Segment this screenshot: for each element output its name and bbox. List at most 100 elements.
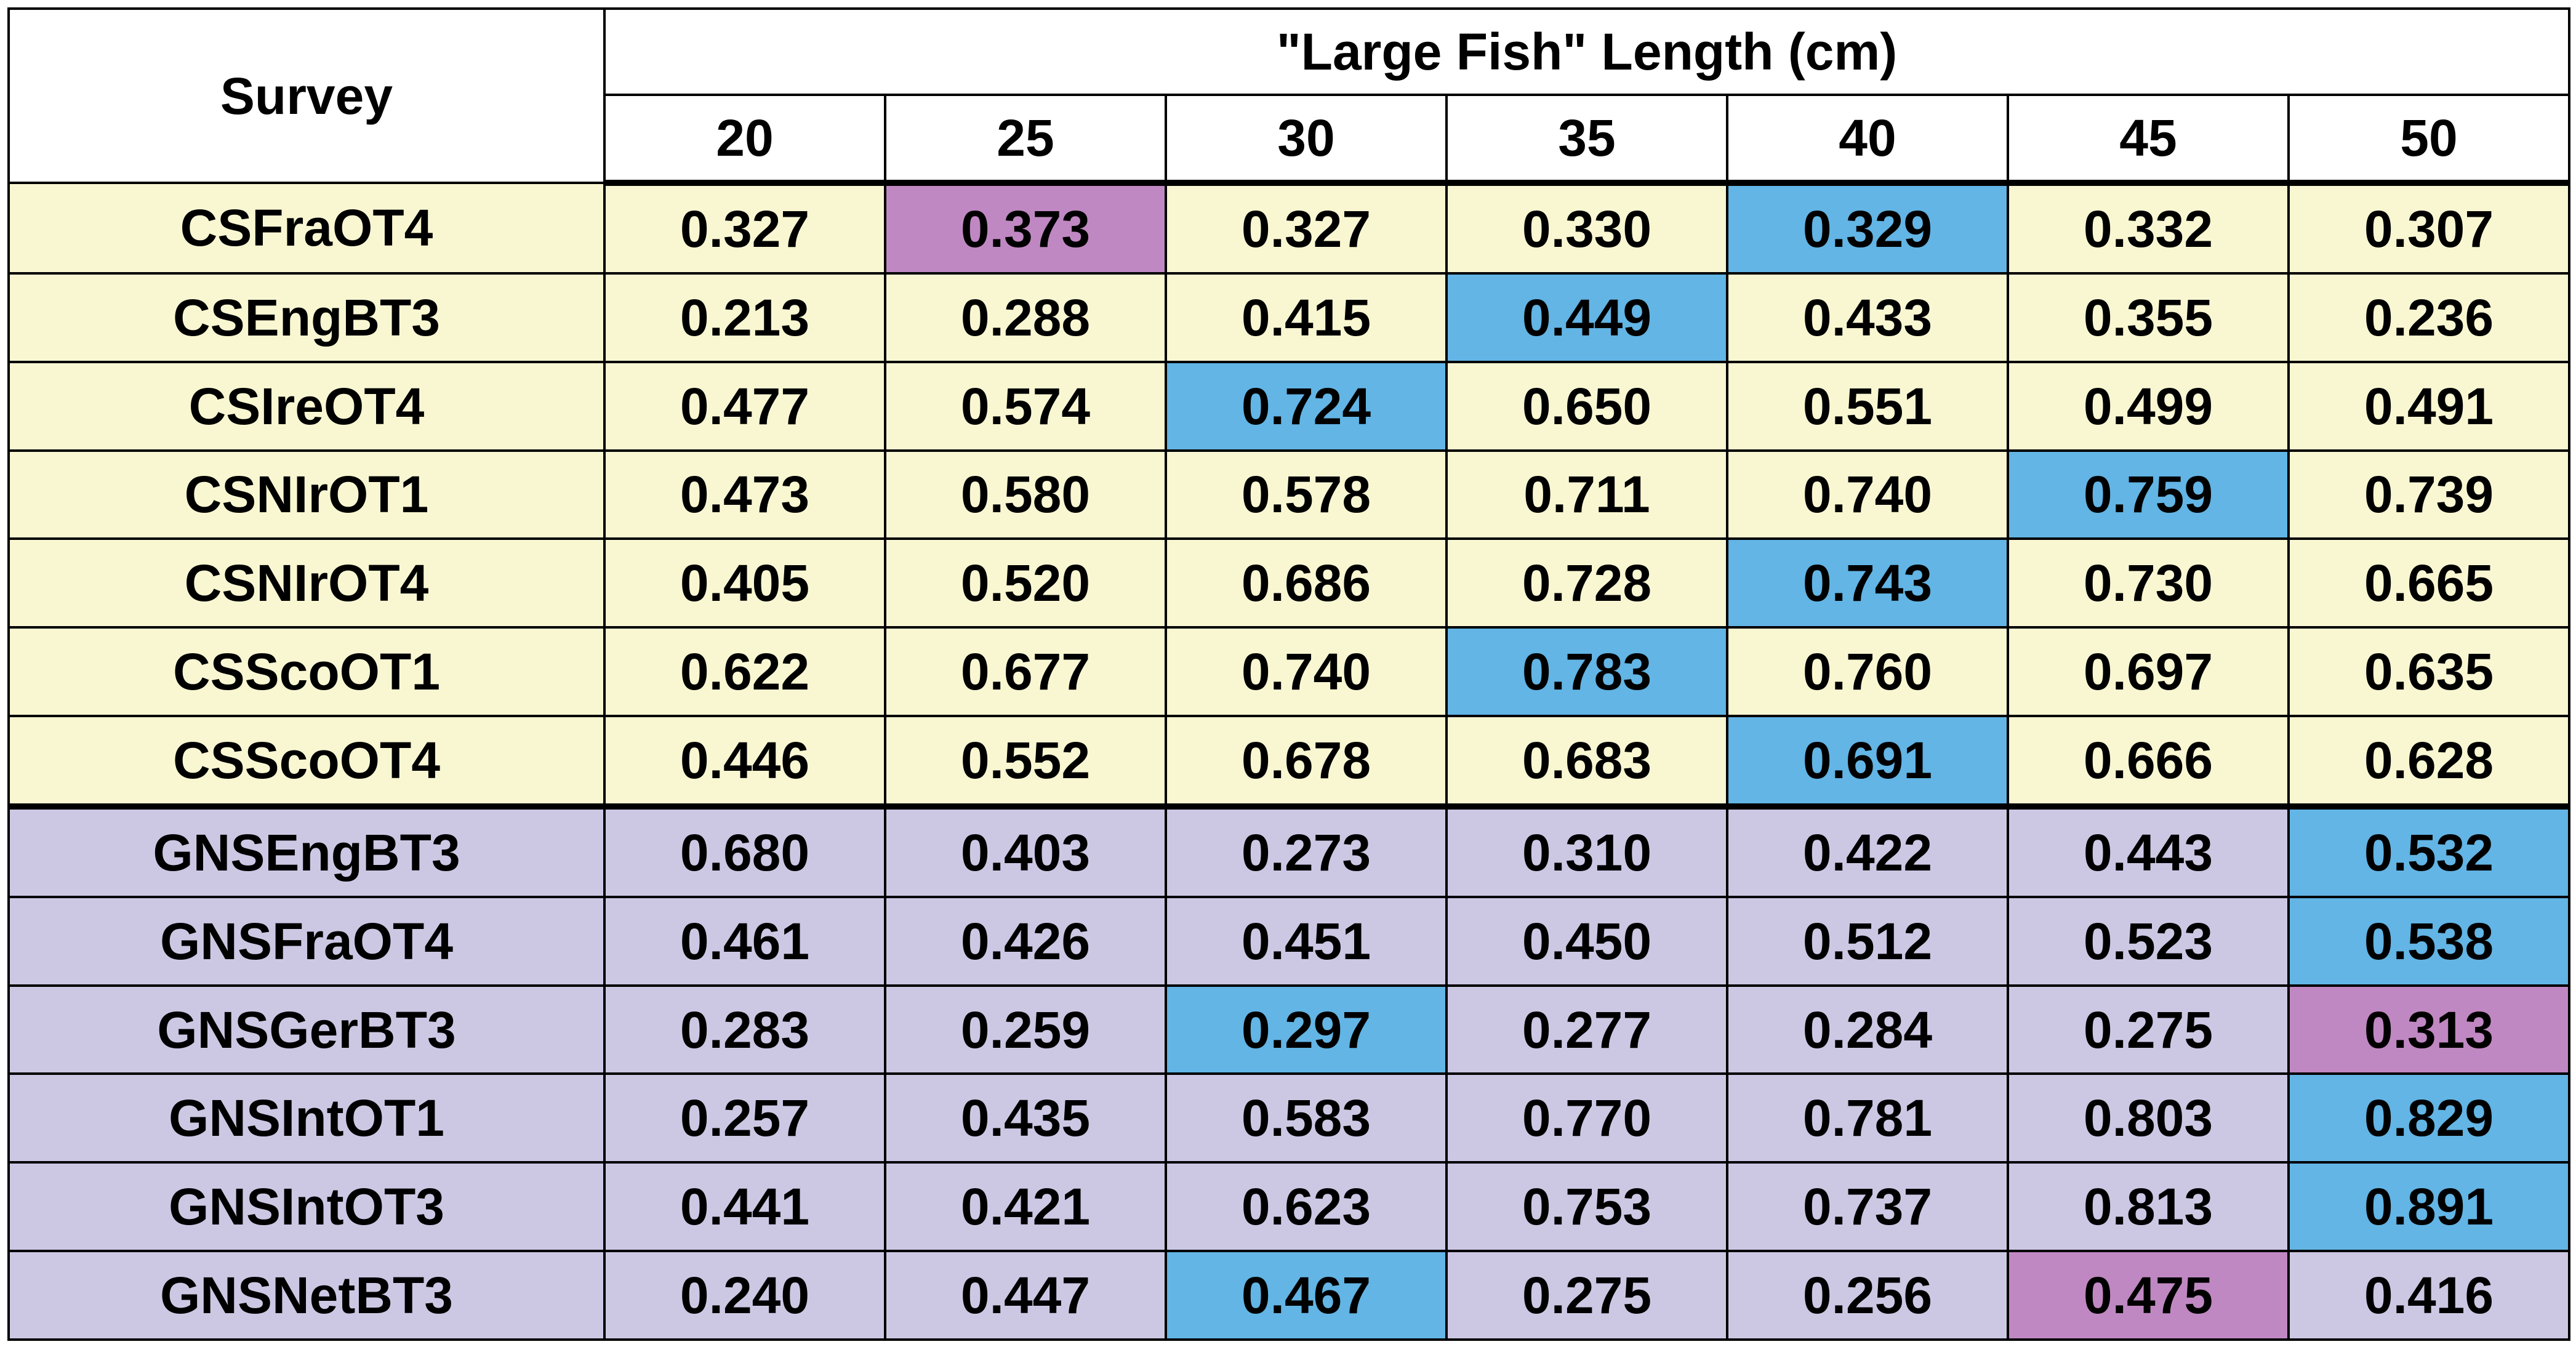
value-cell: 0.256 — [1726, 1250, 2009, 1341]
table-row: CSNIrOT4 0.405 0.520 0.686 0.728 0.743 0.730 0.… — [7, 537, 2570, 629]
value-cell: 0.677 — [884, 626, 1167, 717]
survey-length-table: Survey "Large Fish" Length (cm) 20 25 30 35… — [7, 7, 2570, 1341]
survey-name-cell: GNSEngBT3 — [7, 805, 606, 898]
value-cell: 0.583 — [1165, 1072, 1448, 1164]
table-row: GNSEngBT3 0.680 0.403 0.273 0.310 0.422 0.443 0… — [7, 805, 2570, 898]
table-row: GNSIntOT3 0.441 0.421 0.623 0.753 0.737 0.813 0… — [7, 1161, 2570, 1253]
value-cell: 0.451 — [1165, 895, 1448, 987]
value-cell: 0.697 — [2007, 626, 2290, 717]
value-cell: 0.803 — [2007, 1072, 2290, 1164]
value-cell: 0.450 — [1445, 895, 1728, 987]
value-cell: 0.499 — [2007, 360, 2290, 452]
header-row-top: Survey "Large Fish" Length (cm) — [7, 7, 2570, 184]
length-header-cell: 30 — [1165, 94, 1448, 186]
table-row: GNSNetBT3 0.240 0.447 0.467 0.275 0.256 0.475 0… — [7, 1250, 2570, 1341]
value-cell: 0.283 — [603, 984, 886, 1076]
value-cell: 0.760 — [1726, 626, 2009, 717]
length-group-header: "Large Fish" Length (cm) — [603, 7, 2570, 96]
value-cell: 0.740 — [1726, 449, 2009, 541]
value-cell-max-highlight: 0.467 — [1165, 1250, 1448, 1341]
survey-name-cell: CSScoOT1 — [7, 626, 606, 717]
value-cell: 0.551 — [1726, 360, 2009, 452]
value-cell: 0.523 — [2007, 895, 2290, 987]
value-cell: 0.327 — [1165, 182, 1448, 275]
value-cell: 0.422 — [1726, 805, 2009, 898]
table-row: CSEngBT3 0.213 0.288 0.415 0.449 0.433 0.355 0.… — [7, 271, 2570, 363]
value-cell: 0.635 — [2287, 626, 2570, 717]
survey-name-cell: CSNIrOT1 — [7, 449, 606, 541]
table-row: CSScoOT4 0.446 0.552 0.678 0.683 0.691 0.666 0.… — [7, 714, 2570, 810]
value-cell: 0.275 — [2007, 984, 2290, 1076]
value-cell: 0.552 — [884, 714, 1167, 810]
value-cell: 0.275 — [1445, 1250, 1728, 1341]
value-cell-max-highlight: 0.449 — [1445, 271, 1728, 363]
survey-name-cell: GNSFraOT4 — [7, 895, 606, 987]
value-cell: 0.477 — [603, 360, 886, 452]
value-cell: 0.461 — [603, 895, 886, 987]
value-cell: 0.683 — [1445, 714, 1728, 810]
survey-name-cell: CSIreOT4 — [7, 360, 606, 452]
value-cell-max-highlight: 0.538 — [2287, 895, 2570, 987]
length-header-cell: 20 — [603, 94, 886, 186]
value-cell: 0.512 — [1726, 895, 2009, 987]
survey-column-header: Survey — [7, 7, 606, 184]
value-cell: 0.728 — [1445, 537, 1728, 629]
value-cell: 0.580 — [884, 449, 1167, 541]
value-cell-max-highlight: 0.691 — [1726, 714, 2009, 810]
value-cell: 0.730 — [2007, 537, 2290, 629]
value-cell: 0.310 — [1445, 805, 1728, 898]
value-cell: 0.421 — [884, 1161, 1167, 1253]
length-header-cell: 50 — [2287, 94, 2570, 186]
value-cell: 0.574 — [884, 360, 1167, 452]
value-cell-max-highlight: 0.743 — [1726, 537, 2009, 629]
value-cell: 0.680 — [603, 805, 886, 898]
value-cell-max-highlight: 0.329 — [1726, 182, 2009, 275]
length-header-cell: 45 — [2007, 94, 2290, 186]
value-cell: 0.686 — [1165, 537, 1448, 629]
table-row: GNSIntOT1 0.257 0.435 0.583 0.770 0.781 0.803 0… — [7, 1072, 2570, 1164]
value-cell: 0.415 — [1165, 271, 1448, 363]
value-cell-max-highlight: 0.297 — [1165, 984, 1448, 1076]
length-header-cell: 35 — [1445, 94, 1728, 186]
value-cell: 0.213 — [603, 271, 886, 363]
survey-name-cell: CSEngBT3 — [7, 271, 606, 363]
header-row-lengths: 20 25 30 35 40 45 50 — [9, 94, 2570, 186]
value-cell: 0.236 — [2287, 271, 2570, 363]
value-cell: 0.711 — [1445, 449, 1728, 541]
survey-name-cell: GNSIntOT3 — [7, 1161, 606, 1253]
value-cell: 0.403 — [884, 805, 1167, 898]
survey-name-cell: GNSGerBT3 — [7, 984, 606, 1076]
value-cell-max-highlight: 0.724 — [1165, 360, 1448, 452]
survey-name-cell: CSNIrOT4 — [7, 537, 606, 629]
value-cell: 0.473 — [603, 449, 886, 541]
value-cell-secondary-highlight: 0.475 — [2007, 1250, 2290, 1341]
value-cell-max-highlight: 0.759 — [2007, 449, 2290, 541]
value-cell: 0.753 — [1445, 1161, 1728, 1253]
value-cell: 0.447 — [884, 1250, 1167, 1341]
survey-name-cell: GNSIntOT1 — [7, 1072, 606, 1164]
value-cell: 0.273 — [1165, 805, 1448, 898]
value-cell: 0.770 — [1445, 1072, 1728, 1164]
value-cell: 0.288 — [884, 271, 1167, 363]
value-cell: 0.665 — [2287, 537, 2570, 629]
value-cell: 0.650 — [1445, 360, 1728, 452]
value-cell: 0.666 — [2007, 714, 2290, 810]
value-cell: 0.277 — [1445, 984, 1728, 1076]
value-cell: 0.327 — [603, 182, 886, 275]
value-cell-max-highlight: 0.829 — [2287, 1072, 2570, 1164]
value-cell: 0.426 — [884, 895, 1167, 987]
table-row: CSScoOT1 0.622 0.677 0.740 0.783 0.760 0.697 0.… — [7, 626, 2570, 717]
value-cell: 0.622 — [603, 626, 886, 717]
table-row: GNSFraOT4 0.461 0.426 0.451 0.450 0.512 0.523 0… — [7, 895, 2570, 987]
value-cell: 0.416 — [2287, 1250, 2570, 1341]
value-cell: 0.781 — [1726, 1072, 2009, 1164]
value-cell: 0.435 — [884, 1072, 1167, 1164]
survey-name-cell: CSFraOT4 — [7, 182, 606, 275]
table-row: CSIreOT4 0.477 0.574 0.724 0.650 0.551 0.499 0.… — [7, 360, 2570, 452]
value-cell-secondary-highlight: 0.373 — [884, 182, 1167, 275]
value-cell: 0.405 — [603, 537, 886, 629]
table-row: CSFraOT4 0.327 0.373 0.327 0.330 0.329 0.332 0.… — [7, 182, 2570, 275]
value-cell: 0.678 — [1165, 714, 1448, 810]
table-header: Survey "Large Fish" Length (cm) 20 25 30 35… — [7, 7, 2570, 186]
